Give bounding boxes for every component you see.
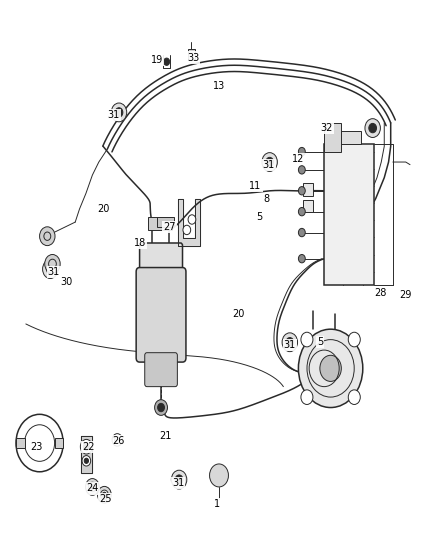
Text: 26: 26: [112, 437, 124, 447]
Circle shape: [282, 333, 297, 352]
Circle shape: [369, 123, 377, 133]
Text: 21: 21: [159, 431, 172, 441]
Text: 31: 31: [172, 478, 184, 488]
Circle shape: [164, 58, 170, 66]
Circle shape: [46, 264, 54, 274]
Text: 29: 29: [399, 290, 412, 300]
Circle shape: [85, 479, 99, 495]
Text: 18: 18: [134, 238, 146, 248]
Circle shape: [365, 119, 380, 138]
Circle shape: [111, 103, 127, 122]
Polygon shape: [81, 436, 92, 473]
Text: 19: 19: [151, 55, 163, 65]
Circle shape: [102, 492, 106, 497]
Text: 30: 30: [60, 277, 73, 287]
Bar: [303, 183, 314, 196]
Circle shape: [266, 157, 273, 167]
Text: 23: 23: [30, 442, 43, 451]
Text: 27: 27: [163, 222, 176, 232]
Circle shape: [112, 434, 123, 446]
Text: 5: 5: [317, 337, 323, 347]
Circle shape: [298, 187, 305, 195]
Text: 13: 13: [213, 82, 225, 91]
Circle shape: [39, 227, 55, 246]
Text: 20: 20: [232, 309, 244, 319]
Text: 24: 24: [86, 483, 99, 494]
Circle shape: [183, 225, 191, 235]
FancyBboxPatch shape: [136, 268, 186, 362]
Circle shape: [158, 403, 165, 411]
Circle shape: [88, 482, 96, 491]
Text: 1: 1: [214, 499, 220, 509]
Text: 32: 32: [320, 123, 332, 133]
Circle shape: [82, 456, 91, 466]
Bar: [303, 200, 314, 212]
Circle shape: [301, 390, 313, 405]
Circle shape: [301, 332, 313, 347]
Text: 33: 33: [187, 53, 199, 62]
Circle shape: [348, 332, 360, 347]
Circle shape: [286, 337, 294, 347]
Circle shape: [98, 487, 111, 503]
Text: 5: 5: [257, 212, 263, 222]
Bar: [328, 131, 360, 144]
Bar: [188, 49, 194, 60]
Text: 12: 12: [292, 155, 304, 164]
Bar: [324, 144, 374, 285]
Circle shape: [175, 475, 183, 484]
Circle shape: [348, 390, 360, 405]
Text: 31: 31: [262, 160, 275, 169]
Circle shape: [209, 464, 229, 487]
Circle shape: [188, 215, 196, 224]
Circle shape: [298, 166, 305, 174]
FancyBboxPatch shape: [145, 353, 177, 386]
Bar: [324, 123, 341, 151]
Circle shape: [171, 470, 187, 489]
Circle shape: [298, 148, 305, 156]
Circle shape: [84, 458, 88, 463]
Bar: [16, 438, 25, 448]
Circle shape: [262, 152, 277, 172]
Text: 31: 31: [284, 340, 296, 350]
Text: 11: 11: [249, 181, 261, 190]
Circle shape: [115, 108, 123, 117]
Circle shape: [42, 260, 58, 279]
Text: 25: 25: [99, 494, 112, 504]
Circle shape: [83, 443, 89, 450]
Text: 22: 22: [82, 442, 94, 451]
Circle shape: [298, 207, 305, 216]
Text: 31: 31: [108, 110, 120, 120]
Bar: [148, 217, 172, 230]
Circle shape: [298, 329, 363, 408]
Bar: [55, 438, 63, 448]
Polygon shape: [178, 199, 200, 246]
Text: 31: 31: [48, 266, 60, 277]
Text: 8: 8: [263, 193, 269, 204]
Circle shape: [320, 356, 341, 382]
FancyBboxPatch shape: [140, 243, 183, 277]
Circle shape: [298, 254, 305, 263]
Text: 20: 20: [97, 204, 110, 214]
Circle shape: [298, 228, 305, 237]
Circle shape: [45, 254, 60, 273]
Circle shape: [90, 484, 95, 489]
Circle shape: [80, 439, 92, 454]
Text: 28: 28: [374, 288, 386, 297]
Bar: [157, 217, 174, 228]
Circle shape: [155, 400, 167, 415]
Circle shape: [101, 490, 108, 499]
